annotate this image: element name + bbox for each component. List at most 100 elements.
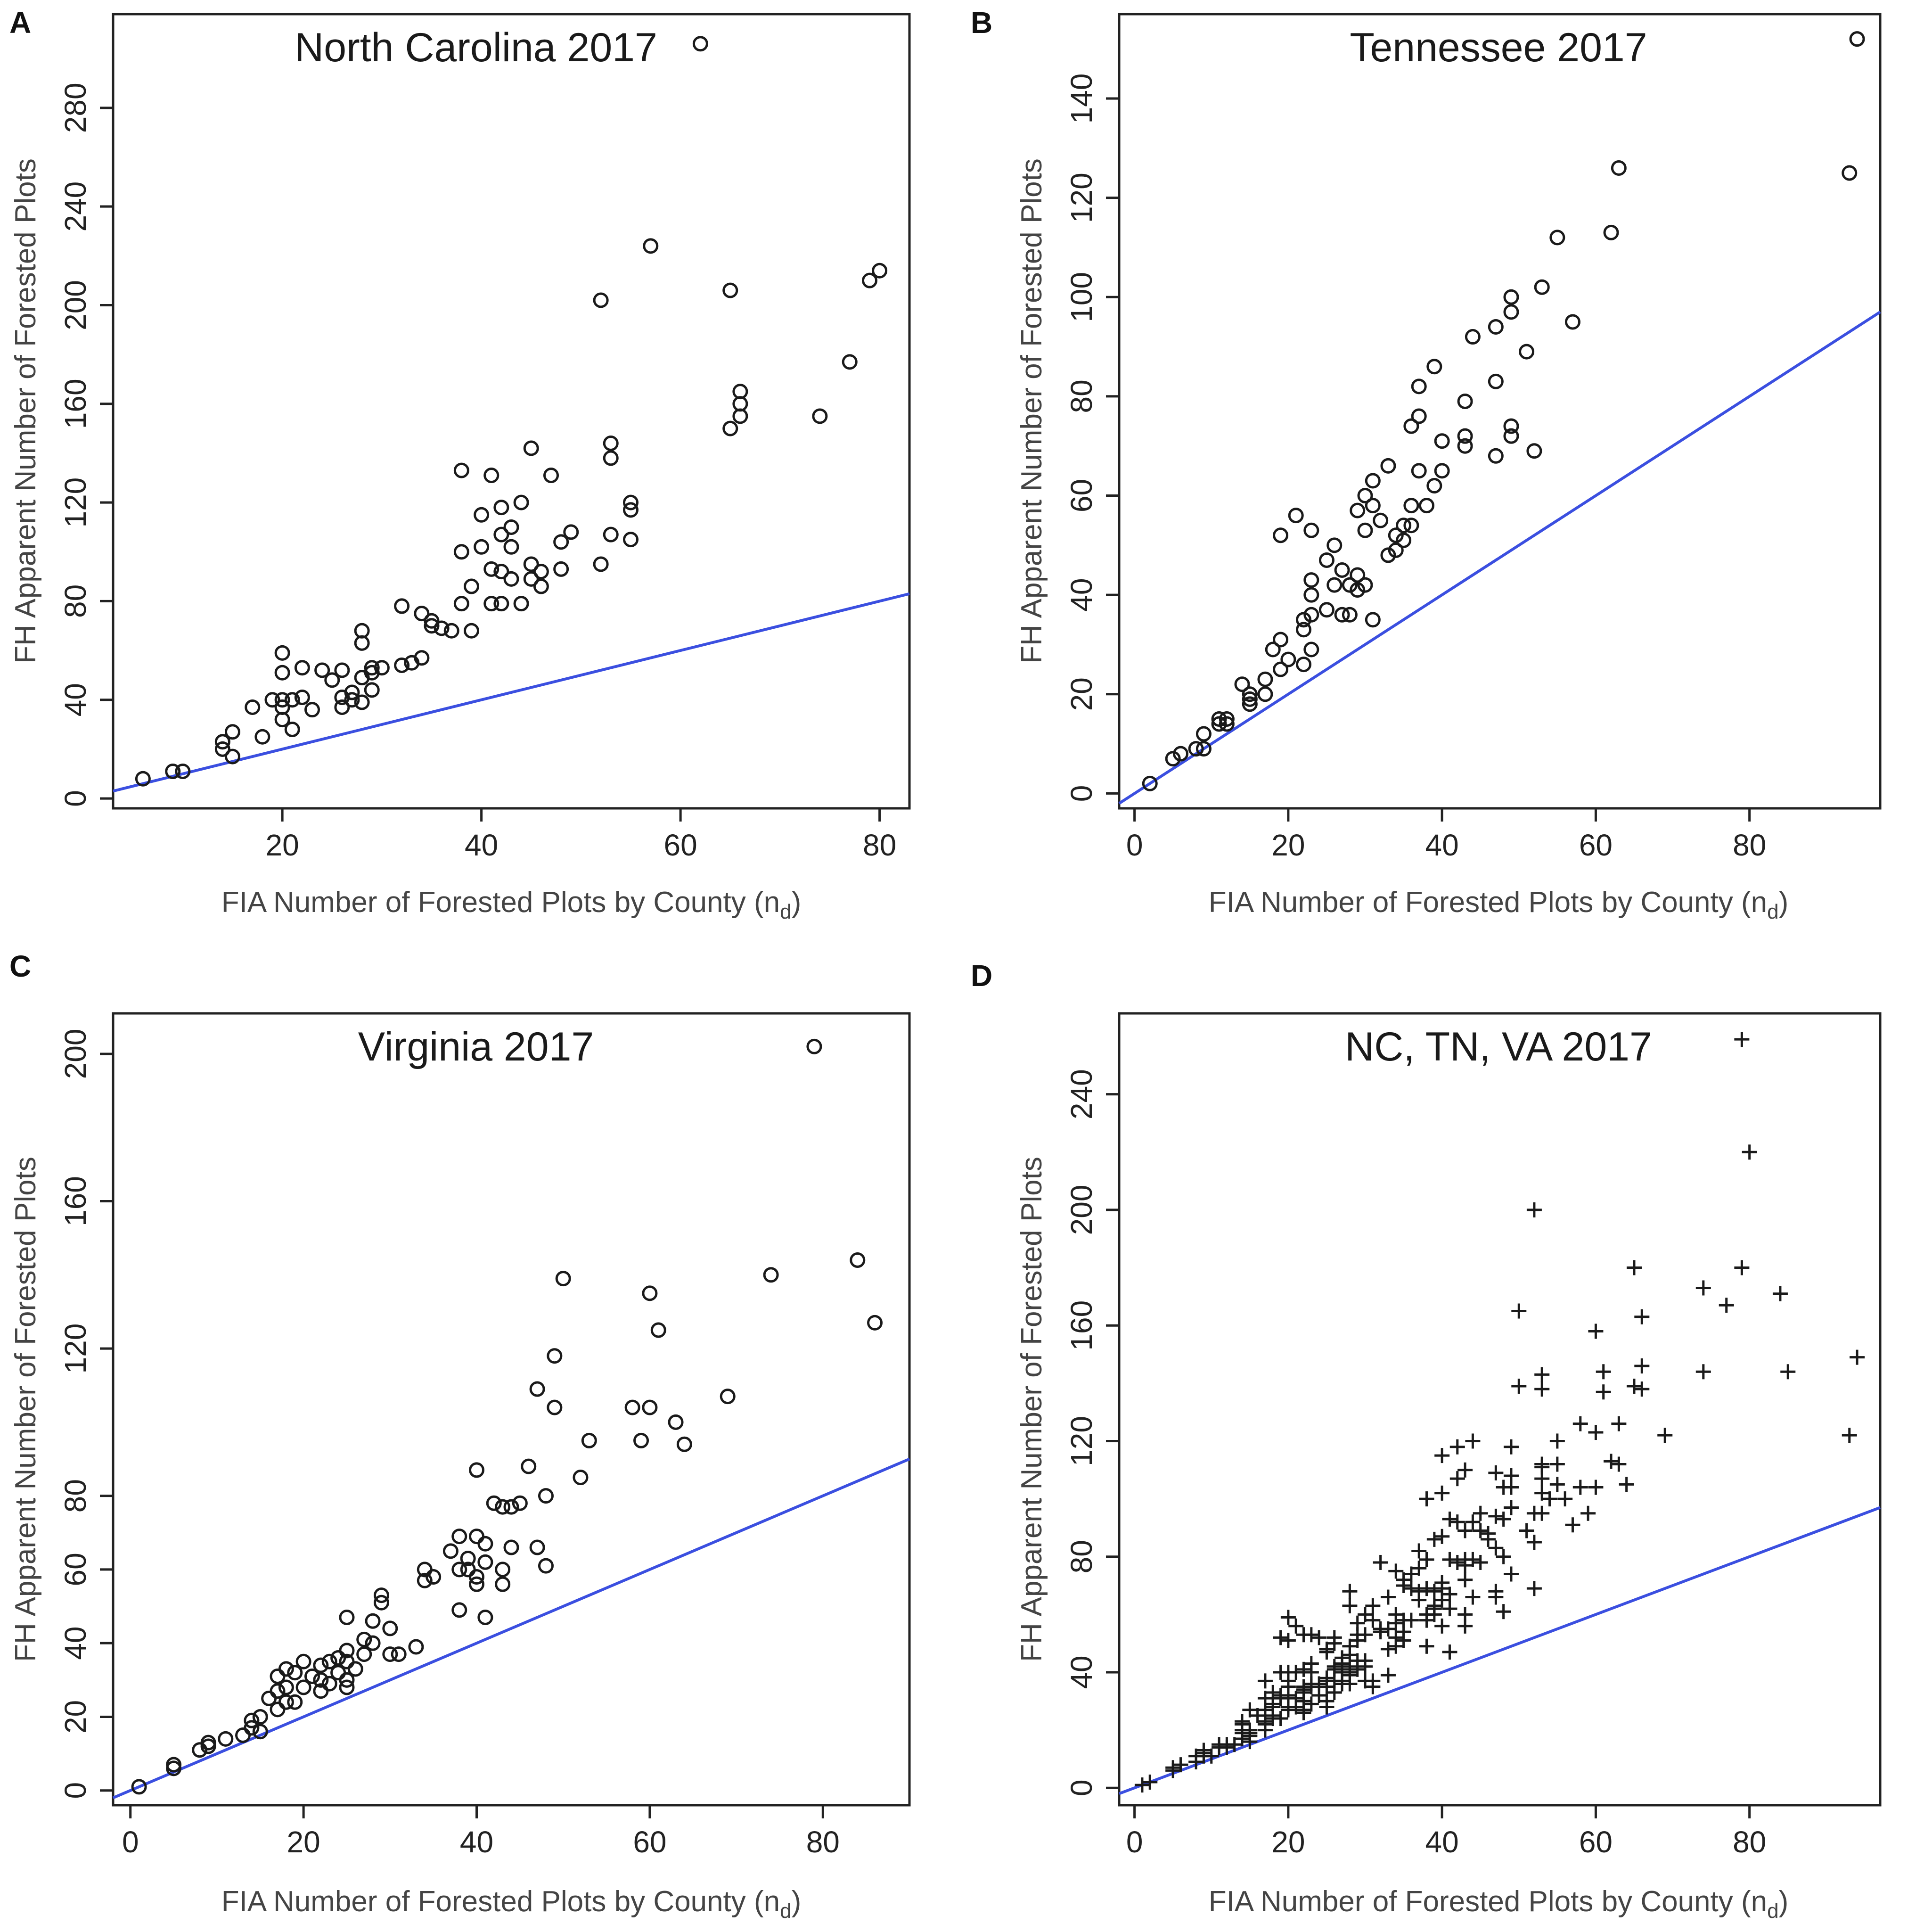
panel-c-xlabel: FIA Number of Forested Plots by County (… xyxy=(221,1885,802,1923)
panel-b-point xyxy=(1388,527,1404,543)
panel-d-point xyxy=(1657,1428,1673,1443)
panel-d-point xyxy=(1695,1364,1711,1380)
panel-a-ytick-label: 80 xyxy=(58,584,92,618)
panel-c-ytick-label: 20 xyxy=(58,1700,92,1734)
panel-a-ytick-label: 280 xyxy=(58,82,92,133)
panel-d-point xyxy=(1242,1702,1258,1718)
panel-a-point xyxy=(692,36,708,52)
panel-d-point xyxy=(1442,1587,1457,1602)
panel-b-point xyxy=(1211,716,1227,732)
panel-d-point xyxy=(1342,1598,1358,1613)
panel-a-point xyxy=(453,596,469,612)
panel-b-ytick-label: 60 xyxy=(1064,479,1098,512)
panel-d-point xyxy=(1611,1456,1627,1472)
panel-a-point xyxy=(264,692,280,708)
panel-d-point xyxy=(1319,1641,1335,1657)
panel-c-point xyxy=(339,1643,355,1659)
panel-c-point xyxy=(200,1735,216,1751)
panel-c: C 0 20 40 60 80 0 20 40 60 80 120 160 200 Virginia 2… xyxy=(9,949,911,1923)
panel-b-point xyxy=(1142,775,1158,791)
panel-b-xtick-label: 0 xyxy=(1126,828,1143,862)
panel-d-point xyxy=(1365,1679,1381,1694)
panel-a-point xyxy=(284,722,300,738)
panel-c-point xyxy=(521,1458,537,1474)
panel-a-point xyxy=(523,571,539,587)
panel-b-point xyxy=(1350,502,1366,518)
panel-c-points xyxy=(131,1038,883,1795)
panel-a-point xyxy=(344,684,360,700)
panel-d-point xyxy=(1173,1757,1188,1773)
panel-c-ytick-label: 200 xyxy=(58,1029,92,1079)
panel-d-point xyxy=(1419,1491,1434,1507)
panel-d-point xyxy=(1596,1364,1611,1380)
panel-b-point xyxy=(1526,443,1542,459)
panel-d-point xyxy=(1742,1144,1757,1160)
panel-a-point xyxy=(274,645,290,661)
panel-d-point xyxy=(1572,1416,1588,1431)
panel-d-point xyxy=(1303,1627,1319,1643)
panel-c-point xyxy=(538,1488,554,1504)
panel-d-point xyxy=(1257,1722,1273,1738)
panel-b-point xyxy=(1326,577,1343,593)
panel-d-point xyxy=(1442,1552,1457,1567)
panel-d-point xyxy=(1534,1456,1550,1472)
panel-b-point xyxy=(1357,488,1373,504)
panel-d-point xyxy=(1311,1676,1327,1692)
panel-c-point xyxy=(356,1631,372,1647)
panel-a-point xyxy=(135,771,151,787)
panel-b-point xyxy=(1219,716,1235,732)
panel-d-xtick-label: 40 xyxy=(1425,1825,1459,1859)
panel-d-point xyxy=(1342,1676,1358,1692)
panel-a-point xyxy=(722,282,738,298)
panel-a-point xyxy=(254,729,270,745)
panel-d-point xyxy=(1335,1650,1350,1666)
panel-d-point xyxy=(1288,1618,1304,1634)
panel-a-point xyxy=(533,564,549,580)
panel-c-point xyxy=(720,1389,736,1405)
panel-c-ytick-label: 0 xyxy=(58,1782,92,1799)
panel-b-point xyxy=(1396,518,1412,534)
panel-c-point xyxy=(373,1595,389,1611)
panel-d-point xyxy=(1449,1514,1465,1530)
panel-d: D 0 20 40 60 80 0 40 80 120 160 200 240 NC, TN, VA … xyxy=(971,959,1882,1923)
panel-d-point xyxy=(1626,1378,1642,1394)
panel-a-point xyxy=(354,694,370,710)
panel-b-reference-line xyxy=(1118,311,1881,805)
panel-b-ytick-label: 120 xyxy=(1064,173,1098,223)
panel-c-point xyxy=(244,1712,260,1728)
panel-d-xtick-label: 80 xyxy=(1733,1825,1766,1859)
panel-b: B 0 20 40 60 80 0 20 40 60 80 100 120 140 Tennessee … xyxy=(971,6,1882,923)
panel-d-point xyxy=(1426,1531,1442,1547)
panel-b-point xyxy=(1503,304,1519,320)
panel-d-point xyxy=(1288,1664,1304,1680)
panel-c-point xyxy=(166,1757,182,1773)
panel-d-point xyxy=(1358,1627,1373,1643)
panel-c-xtick-label: 60 xyxy=(633,1825,666,1859)
panel-d-point xyxy=(1419,1552,1434,1567)
panel-a-point xyxy=(424,613,440,629)
panel-d-point xyxy=(1403,1566,1419,1582)
panel-d-point xyxy=(1204,1748,1219,1764)
panel-d-point xyxy=(1388,1563,1404,1579)
panel-d-point xyxy=(1442,1511,1457,1527)
panel-a-point xyxy=(294,660,310,676)
panel-d-point xyxy=(1396,1572,1411,1587)
panel-d-point xyxy=(1511,1378,1527,1394)
panel-d-point xyxy=(1526,1535,1542,1550)
panel-d-point xyxy=(1265,1696,1281,1712)
panel-b-point xyxy=(1165,751,1181,767)
panel-c-point xyxy=(581,1432,597,1448)
panel-d-point xyxy=(1549,1433,1565,1449)
panel-b-point xyxy=(1334,562,1350,578)
panel-b-point xyxy=(1303,587,1319,603)
panel-a-point xyxy=(523,440,539,456)
panel-d-point xyxy=(1465,1514,1481,1530)
panel-b-point xyxy=(1242,691,1258,707)
panel-b-point xyxy=(1288,508,1304,524)
panel-d-point xyxy=(1734,1260,1750,1275)
panel-b-point xyxy=(1234,676,1250,692)
panel-d-point xyxy=(1457,1462,1473,1478)
panel-a-point xyxy=(274,665,290,681)
panel-b-point xyxy=(1318,552,1335,568)
panel-b-point xyxy=(1403,518,1419,534)
